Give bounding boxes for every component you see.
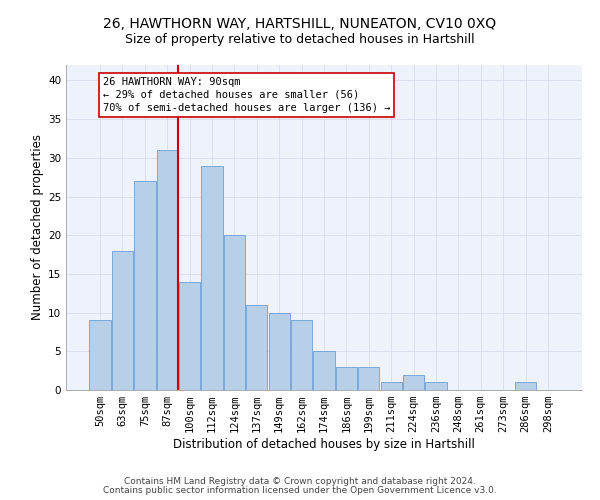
Bar xyxy=(313,352,335,390)
Text: 26 HAWTHORN WAY: 90sqm
← 29% of detached houses are smaller (56)
70% of semi-det: 26 HAWTHORN WAY: 90sqm ← 29% of detached… xyxy=(103,76,390,113)
Bar xyxy=(425,382,446,390)
Bar xyxy=(403,374,424,390)
Bar xyxy=(112,250,133,390)
Bar xyxy=(89,320,111,390)
Bar xyxy=(202,166,223,390)
Text: Contains HM Land Registry data © Crown copyright and database right 2024.: Contains HM Land Registry data © Crown c… xyxy=(124,477,476,486)
Bar xyxy=(380,382,402,390)
Bar xyxy=(157,150,178,390)
Bar xyxy=(134,181,155,390)
Bar xyxy=(179,282,200,390)
Text: Contains public sector information licensed under the Open Government Licence v3: Contains public sector information licen… xyxy=(103,486,497,495)
Text: 26, HAWTHORN WAY, HARTSHILL, NUNEATON, CV10 0XQ: 26, HAWTHORN WAY, HARTSHILL, NUNEATON, C… xyxy=(103,18,497,32)
Bar xyxy=(515,382,536,390)
Bar xyxy=(246,305,268,390)
Bar xyxy=(269,312,290,390)
Text: Size of property relative to detached houses in Hartshill: Size of property relative to detached ho… xyxy=(125,32,475,46)
Bar xyxy=(224,235,245,390)
X-axis label: Distribution of detached houses by size in Hartshill: Distribution of detached houses by size … xyxy=(173,438,475,451)
Bar xyxy=(336,367,357,390)
Y-axis label: Number of detached properties: Number of detached properties xyxy=(31,134,44,320)
Bar xyxy=(358,367,379,390)
Bar xyxy=(291,320,312,390)
